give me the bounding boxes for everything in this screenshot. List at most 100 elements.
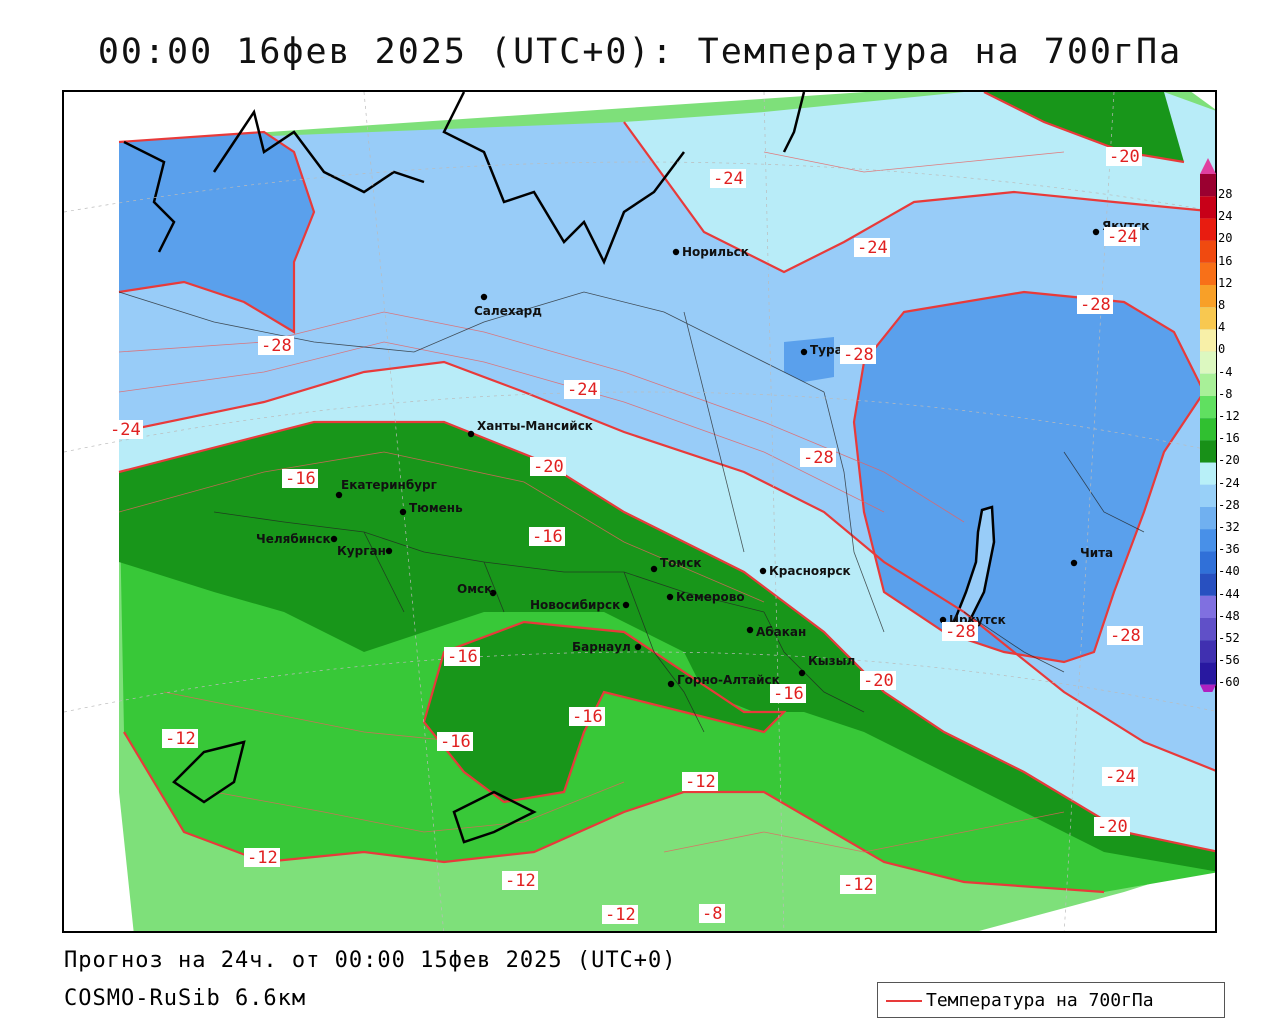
city-marker bbox=[939, 616, 947, 624]
city-marker bbox=[666, 593, 674, 601]
city-marker bbox=[759, 567, 767, 575]
colorbar-tick-label: -32 bbox=[1218, 520, 1240, 534]
isotherm-label: -12 bbox=[162, 729, 198, 749]
admin-borders bbox=[118, 291, 1145, 733]
isotherm-label: -8 bbox=[699, 904, 725, 924]
colorbar-swatch bbox=[1200, 662, 1216, 685]
model-name: COSMO-RuSib 6.6км bbox=[64, 986, 307, 1011]
city-marker bbox=[385, 547, 393, 555]
isotherm-label: -24 bbox=[1102, 767, 1138, 787]
colorbar-tick-label: 12 bbox=[1218, 275, 1233, 290]
svg-text:-8: -8 bbox=[702, 904, 722, 924]
svg-text:-24: -24 bbox=[713, 169, 744, 189]
colorbar-swatch bbox=[1200, 307, 1216, 330]
city-label: Екатеринбург bbox=[341, 478, 437, 492]
city-label: Челябинск bbox=[256, 532, 331, 546]
zone-light-cyan-top bbox=[624, 92, 1215, 272]
isotherm-label: -24 bbox=[710, 169, 746, 189]
city-marker bbox=[489, 589, 497, 597]
svg-text:-16: -16 bbox=[440, 732, 471, 752]
colorbar-tick-label: 0 bbox=[1218, 342, 1226, 357]
isotherm-label: -24 bbox=[107, 420, 143, 440]
legend: Температура на 700гПа bbox=[877, 982, 1225, 1018]
svg-text:-16: -16 bbox=[285, 469, 316, 489]
colorbar-swatch bbox=[1200, 529, 1216, 552]
svg-text:-20: -20 bbox=[1097, 817, 1128, 837]
forecast-info: Прогноз на 24ч. от 00:00 15фев 2025 (UTC… bbox=[64, 948, 677, 973]
colorbar-tick-label: -56 bbox=[1218, 653, 1240, 668]
isotherm-label: -16 bbox=[437, 732, 473, 752]
city-label: Абакан bbox=[756, 625, 806, 639]
isotherm-label: -16 bbox=[282, 469, 318, 489]
city-marker bbox=[672, 248, 680, 256]
isotherm-label: -24 bbox=[1104, 227, 1140, 247]
city-label: Барнаул bbox=[572, 640, 631, 654]
svg-text:-16: -16 bbox=[572, 707, 603, 727]
colorbar-swatch bbox=[1200, 484, 1216, 507]
city-marker bbox=[1070, 559, 1078, 567]
isotherm-labels: -24 -24 -24 -20 -28 -28 -28 -24 -24 -20 -28 -28 -28 -… bbox=[107, 147, 1143, 925]
city-label: Омск bbox=[457, 582, 492, 596]
colorbar-tick-label: -48 bbox=[1218, 608, 1240, 623]
isotherm-label: -24 bbox=[854, 238, 890, 258]
svg-text:-12: -12 bbox=[843, 875, 874, 895]
map-title: 00:00 16фев 2025 (UTC+0): Температура на… bbox=[97, 32, 1183, 72]
isotherm-line bbox=[118, 130, 316, 334]
svg-text:-12: -12 bbox=[505, 871, 536, 891]
colorbar-tick-label: -24 bbox=[1218, 475, 1240, 490]
isotherm-label: -28 bbox=[258, 336, 294, 356]
city-label: Чита bbox=[1080, 546, 1113, 560]
svg-text:-16: -16 bbox=[532, 527, 563, 547]
isotherm-label: -20 bbox=[1106, 147, 1142, 167]
svg-text:-24: -24 bbox=[1107, 227, 1138, 247]
colorbar-tick-label: 28 bbox=[1218, 187, 1233, 201]
colorbar-bottom-cap bbox=[1200, 684, 1216, 692]
svg-text:-28: -28 bbox=[261, 336, 292, 356]
svg-text:-24: -24 bbox=[1105, 767, 1136, 787]
colorbar-tick-label: -52 bbox=[1218, 631, 1240, 645]
city-marker bbox=[634, 643, 642, 651]
colorbar-tick-label: 20 bbox=[1218, 231, 1233, 246]
colorbar-swatch bbox=[1200, 240, 1216, 263]
colorbar-swatch bbox=[1200, 196, 1216, 219]
city-label: Норильск bbox=[682, 245, 749, 259]
city-label: Горно-Алтайск bbox=[677, 673, 780, 687]
colorbar-swatch bbox=[1200, 507, 1216, 530]
isotherm-line bbox=[983, 92, 1185, 164]
city-marker bbox=[467, 430, 475, 438]
isotherm-label: -28 bbox=[942, 622, 978, 642]
colorbar-tick-label: -12 bbox=[1218, 409, 1240, 423]
isotherm-label: -16 bbox=[444, 647, 480, 667]
colorbar-tick-label: -28 bbox=[1218, 497, 1240, 512]
isotherm-label: -28 bbox=[1107, 626, 1143, 646]
svg-text:-20: -20 bbox=[533, 457, 564, 477]
svg-text:-28: -28 bbox=[803, 448, 834, 468]
colorbar-tick-label: -44 bbox=[1218, 586, 1240, 601]
isotherm-label: -20 bbox=[860, 671, 896, 691]
city-marker bbox=[800, 348, 808, 356]
zone-dark-green-top bbox=[984, 92, 1184, 162]
city-label: Кемерово bbox=[676, 590, 745, 604]
svg-text:-28: -28 bbox=[945, 622, 976, 642]
isotherm-line bbox=[422, 620, 787, 804]
colorbar-swatch bbox=[1200, 329, 1216, 352]
isotherm-label: -12 bbox=[502, 871, 538, 891]
city-marker bbox=[480, 293, 488, 301]
coastline bbox=[123, 92, 806, 844]
svg-text:-28: -28 bbox=[1080, 295, 1111, 315]
isotherm-label: -12 bbox=[244, 848, 280, 868]
svg-text:-16: -16 bbox=[773, 684, 804, 704]
colorbar-tick-label: -40 bbox=[1218, 564, 1240, 579]
colorbar-tick-label: -36 bbox=[1218, 542, 1240, 557]
svg-text:-20: -20 bbox=[863, 671, 894, 691]
isotherm-label: -12 bbox=[682, 772, 718, 792]
svg-text:-12: -12 bbox=[605, 905, 636, 925]
colorbar-swatch bbox=[1200, 640, 1216, 663]
city-label: Тюмень bbox=[409, 501, 463, 515]
legend-label: Температура на 700гПа bbox=[926, 990, 1154, 1011]
colorbar-swatch bbox=[1200, 262, 1216, 285]
zone-dark-green-2 bbox=[424, 622, 784, 802]
svg-text:-24: -24 bbox=[567, 380, 598, 400]
city-marker bbox=[1092, 228, 1100, 236]
isotherm-label: -16 bbox=[770, 684, 806, 704]
